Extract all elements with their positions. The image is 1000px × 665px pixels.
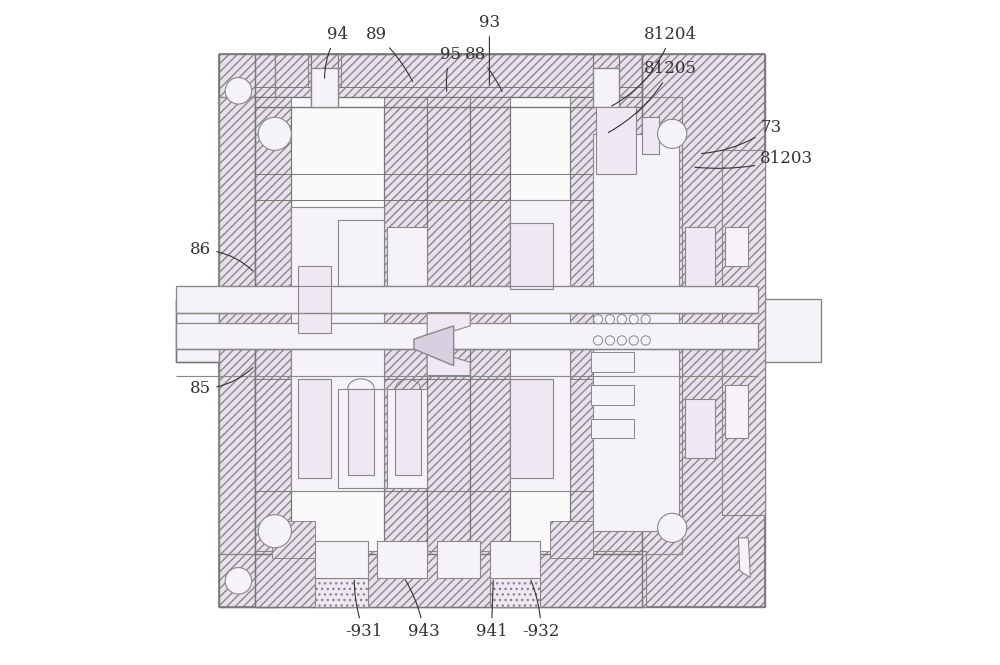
Bar [510, 200, 570, 491]
Circle shape [258, 117, 291, 150]
Text: 73: 73 [701, 119, 782, 154]
Circle shape [605, 315, 615, 324]
Bar [348, 389, 374, 475]
Text: 81205: 81205 [608, 61, 697, 132]
Bar [570, 97, 642, 555]
Text: 81203: 81203 [695, 150, 813, 168]
Bar [219, 286, 642, 349]
Circle shape [258, 515, 291, 548]
Text: -931: -931 [346, 581, 383, 640]
Polygon shape [414, 326, 454, 366]
Bar [255, 97, 291, 555]
Circle shape [225, 568, 252, 594]
Bar [308, 55, 341, 88]
Text: 93: 93 [479, 14, 500, 84]
Circle shape [605, 336, 615, 345]
Bar [490, 577, 540, 607]
Bar [510, 379, 553, 478]
Polygon shape [427, 313, 470, 339]
Circle shape [641, 315, 650, 324]
Bar [272, 521, 315, 558]
Bar [593, 134, 679, 531]
Bar [591, 418, 634, 438]
Bar [219, 55, 642, 107]
Bar [490, 541, 540, 577]
Bar [722, 150, 765, 515]
Text: 88: 88 [465, 46, 502, 92]
Circle shape [593, 336, 603, 345]
Bar [725, 386, 748, 438]
Polygon shape [427, 349, 470, 376]
Bar [219, 97, 255, 555]
Bar [765, 299, 821, 362]
Bar [176, 286, 758, 313]
Circle shape [629, 315, 638, 324]
Circle shape [225, 78, 252, 104]
Text: 94: 94 [325, 26, 348, 78]
Bar [176, 299, 219, 362]
Bar [387, 227, 427, 286]
Bar [593, 68, 619, 107]
Bar [591, 386, 634, 406]
Bar [510, 223, 553, 289]
Bar [596, 107, 636, 174]
Text: -932: -932 [522, 580, 560, 640]
Bar [384, 97, 427, 555]
Bar [550, 521, 593, 558]
Bar [338, 220, 384, 286]
Circle shape [617, 315, 626, 324]
Bar [427, 97, 470, 555]
Text: 89: 89 [366, 26, 413, 82]
Bar [685, 399, 715, 458]
Circle shape [658, 513, 687, 543]
Bar [255, 97, 646, 555]
Text: 85: 85 [190, 368, 253, 397]
Text: 941: 941 [476, 581, 507, 640]
Polygon shape [738, 538, 750, 577]
Circle shape [629, 336, 638, 345]
Bar [642, 117, 659, 154]
Bar [315, 577, 368, 607]
Text: 86: 86 [190, 241, 253, 271]
Bar [642, 97, 682, 555]
Bar [377, 541, 427, 577]
Circle shape [641, 336, 650, 345]
Bar [338, 389, 384, 488]
Circle shape [658, 119, 687, 148]
Bar [311, 68, 338, 107]
Bar [176, 323, 758, 349]
Bar [298, 379, 331, 478]
Bar [219, 55, 275, 607]
Bar [685, 227, 715, 286]
Bar [255, 551, 646, 607]
Circle shape [617, 336, 626, 345]
Bar [470, 97, 510, 555]
Text: 95: 95 [440, 46, 461, 91]
Bar [395, 389, 421, 475]
Bar [591, 352, 634, 372]
Text: 943: 943 [405, 580, 440, 640]
Bar [437, 541, 480, 577]
Bar [315, 541, 368, 577]
Bar [298, 266, 331, 332]
Bar [219, 555, 642, 607]
Text: 81204: 81204 [612, 26, 697, 106]
Circle shape [593, 315, 603, 324]
Bar [387, 389, 427, 488]
Bar [725, 227, 748, 266]
Bar [291, 207, 384, 491]
Bar [642, 55, 765, 607]
